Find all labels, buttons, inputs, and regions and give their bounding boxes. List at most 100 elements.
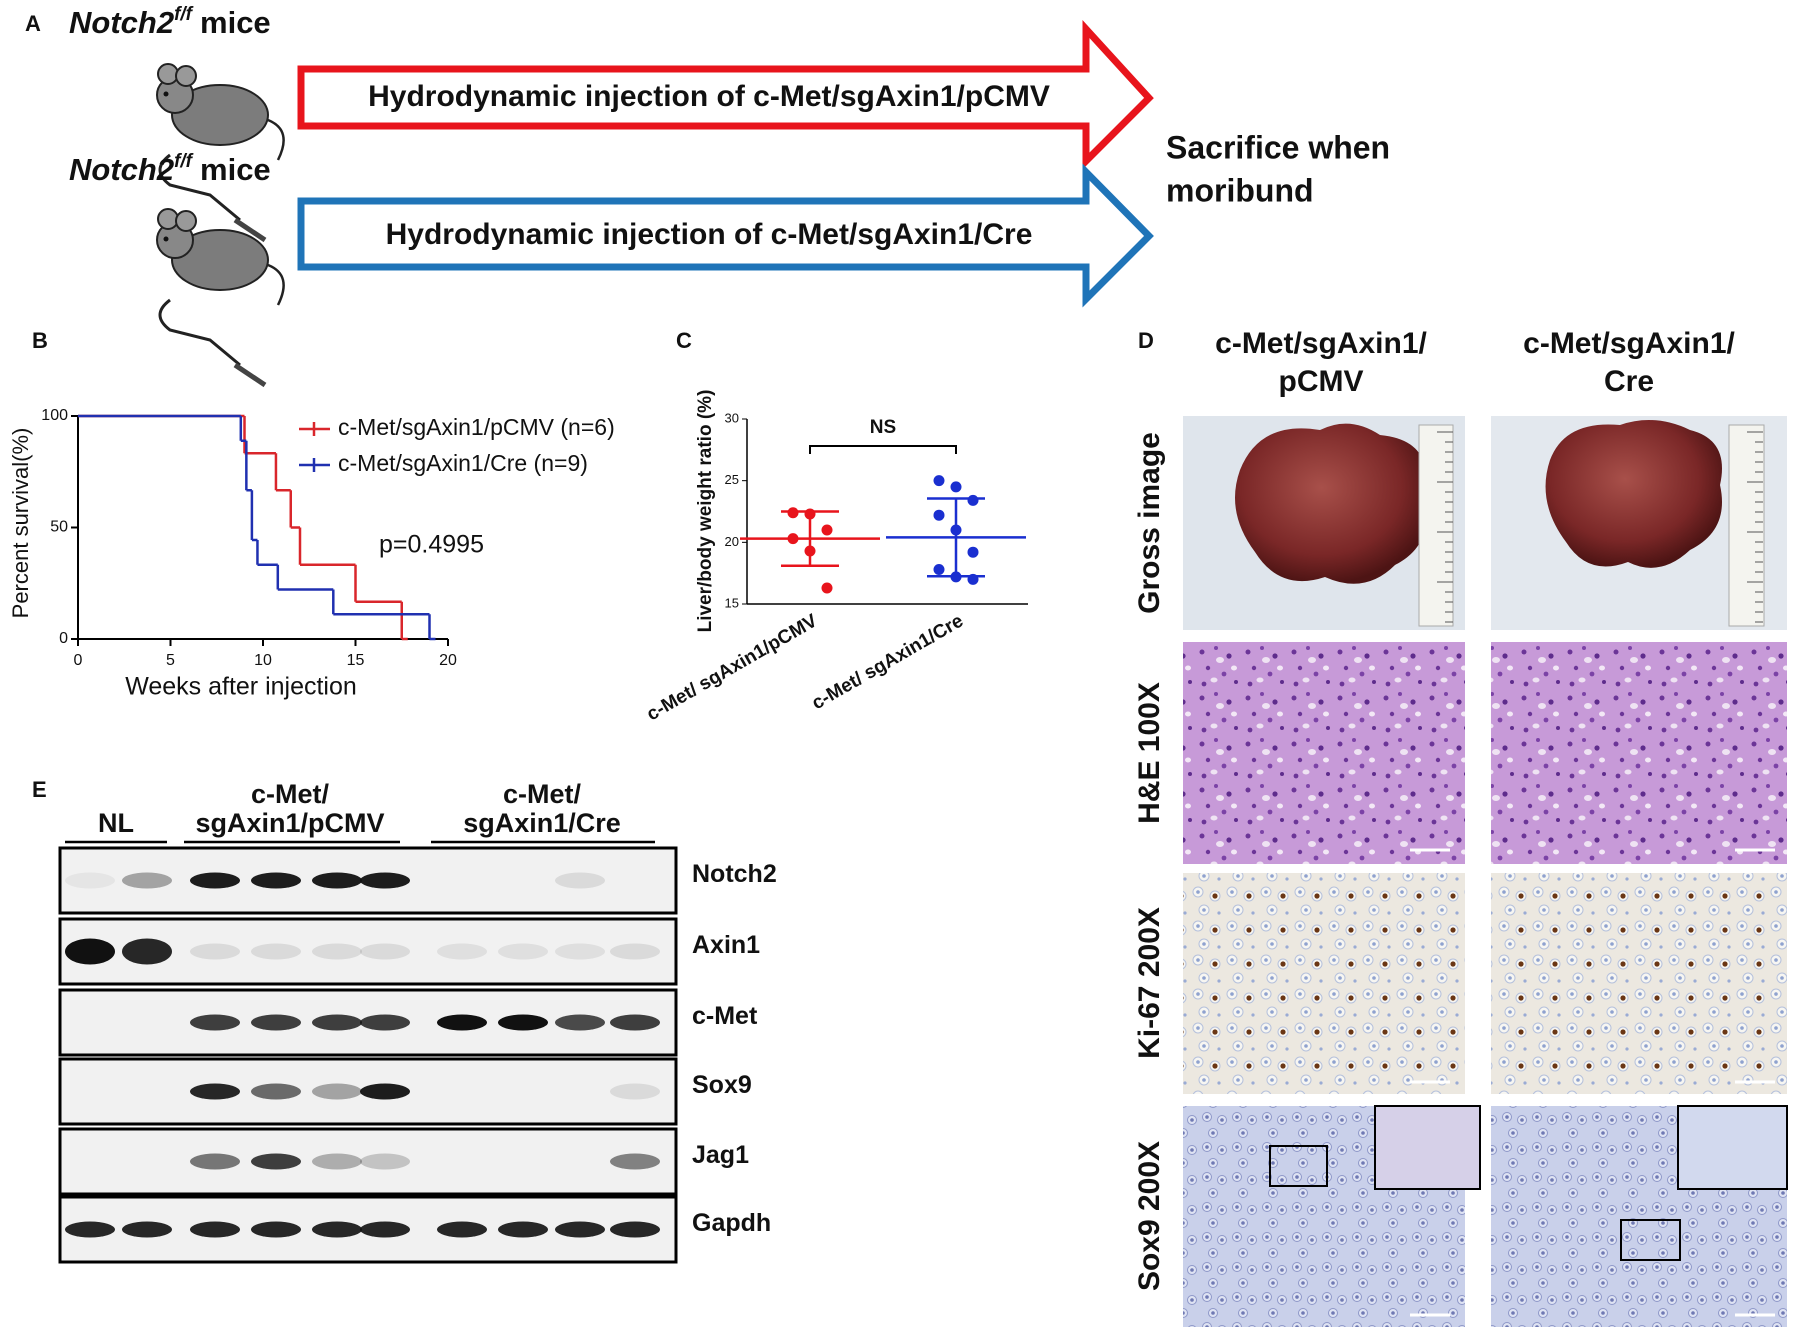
- arrow: [297, 19, 1154, 170]
- protein-label: Jag1: [692, 1141, 749, 1169]
- p-value: p=0.4995: [379, 531, 484, 559]
- inset: [1374, 1105, 1481, 1190]
- blot-band: [122, 1221, 172, 1238]
- superscript: f/f: [174, 151, 194, 172]
- he-image: [1183, 642, 1465, 864]
- y-tick-label: 20: [725, 534, 739, 549]
- row-label: Ki-67 200X: [1133, 907, 1166, 1059]
- mouse-icon: [157, 209, 284, 385]
- blot-strip: [58, 1127, 678, 1196]
- arrow-text: Hydrodynamic injection of c-Met/sgAxin1/…: [386, 218, 1033, 251]
- blot-band: [190, 1014, 240, 1031]
- blot-band: [555, 1014, 605, 1031]
- blot-band: [610, 1014, 660, 1031]
- x-tick-label: 0: [74, 652, 83, 669]
- lane-group-label: c-Met/: [503, 779, 582, 809]
- data-point: [950, 481, 962, 493]
- blot-band: [251, 1083, 301, 1100]
- inset-box: [1269, 1145, 1328, 1187]
- blot-band: [555, 943, 605, 960]
- protein-label: Sox9: [692, 1071, 752, 1099]
- blot-band: [251, 1153, 301, 1170]
- blot-band: [312, 1083, 362, 1100]
- blot-band: [360, 1014, 410, 1031]
- blot-band: [312, 1014, 362, 1031]
- column-header: c-Met/sgAxin1/: [1215, 327, 1427, 360]
- outcome-text: Sacrifice when: [1166, 129, 1390, 165]
- gene: Notch2: [69, 152, 174, 187]
- blot-band: [610, 1153, 660, 1170]
- lane-group-label: sgAxin1/Cre: [463, 808, 621, 838]
- y-tick-label: 30: [725, 410, 739, 425]
- suffix: mice: [200, 152, 271, 187]
- protein-label: c-Met: [692, 1002, 758, 1030]
- legend-label: c-Met/sgAxin1/pCMV (n=6): [338, 414, 615, 440]
- blot-band: [251, 872, 301, 889]
- ruler: [1728, 424, 1765, 627]
- arrow: [297, 163, 1154, 308]
- blot-band: [437, 1014, 487, 1031]
- x-tick-label: 20: [439, 652, 457, 669]
- blot-band: [555, 872, 605, 889]
- panel-label: C: [676, 328, 692, 353]
- data-point: [821, 524, 833, 536]
- x-tick-label: c-Met/ sgAxin1/pCMV: [643, 610, 821, 725]
- blot-band: [65, 1221, 115, 1238]
- lane-group-label: sgAxin1/pCMV: [195, 808, 384, 838]
- blot-band: [360, 1153, 410, 1170]
- ruler: [1418, 424, 1454, 627]
- row-label: Sox9 200X: [1133, 1141, 1166, 1291]
- blot-band: [312, 943, 362, 960]
- panel-label: B: [32, 328, 48, 353]
- histology-images: [1183, 416, 1788, 1327]
- blot-band: [190, 872, 240, 889]
- blot-band: [555, 1221, 605, 1238]
- blot-band: [610, 1221, 660, 1238]
- blot-band: [360, 1221, 410, 1238]
- data-point: [933, 509, 945, 521]
- lane-group-label: c-Met/: [251, 779, 330, 809]
- superscript: f/f: [174, 4, 194, 25]
- liver: [1235, 423, 1427, 584]
- he-image: [1491, 642, 1787, 864]
- y-tick-label: 15: [725, 595, 739, 610]
- significance-label: NS: [870, 417, 896, 438]
- blot-band: [65, 872, 115, 889]
- y-axis-label: Liver/body weight ratio (%): [695, 390, 716, 633]
- arrow-text: Hydrodynamic injection of c-Met/sgAxin1/…: [368, 80, 1050, 113]
- panel-label: E: [32, 777, 47, 802]
- blot-band: [251, 943, 301, 960]
- panel-label: D: [1138, 328, 1154, 353]
- blot-band: [360, 1083, 410, 1100]
- blot-band: [360, 943, 410, 960]
- blot-band: [312, 1153, 362, 1170]
- inset: [1677, 1105, 1788, 1190]
- blot-band: [190, 1153, 240, 1170]
- y-tick-label: 100: [41, 407, 68, 424]
- blot-band: [312, 1221, 362, 1238]
- lane-group-label: NL: [98, 808, 134, 838]
- protein-label: Gapdh: [692, 1209, 771, 1237]
- mouse-strain: Notch2f/f mice: [69, 151, 271, 187]
- blot-band: [498, 1014, 548, 1031]
- x-axis-label: Weeks after injection: [125, 673, 357, 701]
- blot-band: [610, 943, 660, 960]
- protein-label: Axin1: [692, 931, 760, 959]
- outcome-text: moribund: [1166, 172, 1314, 208]
- data-point: [967, 494, 979, 506]
- liver: [1545, 420, 1722, 568]
- data-point: [821, 582, 833, 594]
- blot-band: [251, 1014, 301, 1031]
- column-header: pCMV: [1279, 365, 1364, 398]
- y-tick-label: 0: [59, 630, 68, 647]
- blot-band: [437, 943, 487, 960]
- blot-band: [190, 1083, 240, 1100]
- ki67-image: [1183, 873, 1465, 1094]
- blot-band: [498, 1221, 548, 1238]
- x-tick-label: 10: [254, 652, 272, 669]
- column-header: Cre: [1604, 365, 1654, 398]
- blot-band: [312, 872, 362, 889]
- suffix: mice: [200, 5, 271, 40]
- ki67-image: [1491, 873, 1787, 1094]
- blot-band: [190, 1221, 240, 1238]
